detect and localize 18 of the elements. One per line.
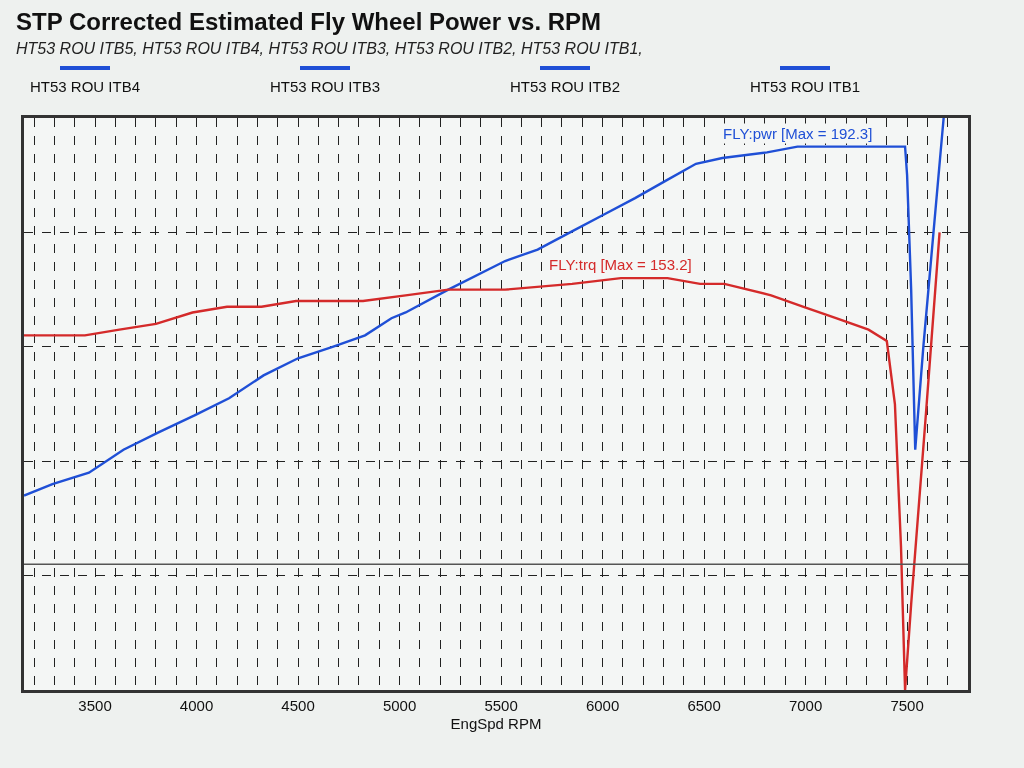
x-tick-label: 4500 (281, 697, 315, 714)
x-tick-label: 5000 (382, 697, 417, 714)
x-tick-label: 5500 (484, 697, 518, 714)
text: HT53 ROU ITB3 (270, 78, 381, 95)
annotation: FLY:pwr [Max = 192.3] (723, 125, 873, 142)
text: HT53 ROU ITB4 (30, 78, 141, 95)
x-tick-label: 3500 (78, 697, 112, 714)
annotation: FLY:trq [Max = 153.2] (549, 256, 692, 273)
chart-subtitle: HT53 ROU ITB5, HT53 ROU ITB4, HT53 ROU ITB3, HT53 ROU ITB2, HT53 ROU ITB1, (16, 40, 643, 58)
chart-title: STP Corrected Estimated Fly Wheel Power vs. RPM (16, 8, 602, 36)
text: HT53 ROU ITB2 (510, 78, 621, 95)
x-tick-label: 6500 (687, 697, 721, 714)
x-tick-label: 7000 (788, 697, 823, 714)
x-tick-label: 4000 (179, 697, 214, 714)
x-axis-title: EngSpd RPM (450, 715, 542, 732)
text: HT53 ROU ITB1 (750, 78, 861, 95)
x-tick-label: 7500 (890, 697, 924, 714)
x-tick-label: 6000 (585, 697, 620, 714)
